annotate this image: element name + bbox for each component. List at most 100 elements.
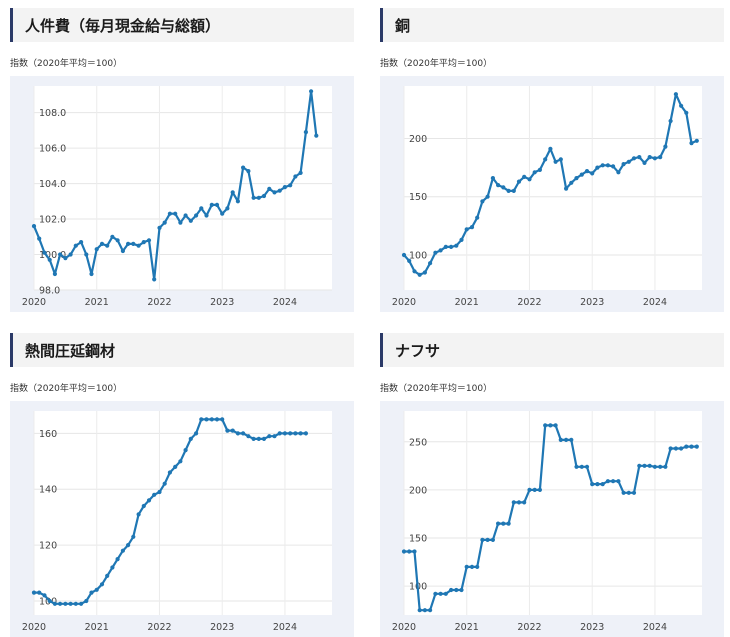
data-point bbox=[584, 464, 590, 469]
data-point bbox=[558, 157, 563, 162]
data-point bbox=[47, 598, 52, 604]
data-point bbox=[579, 172, 584, 177]
data-point bbox=[553, 159, 558, 164]
data-point bbox=[99, 582, 105, 587]
data-point bbox=[637, 463, 642, 468]
data-point bbox=[490, 537, 495, 542]
data-point bbox=[126, 543, 131, 548]
data-point bbox=[548, 146, 553, 151]
data-point bbox=[553, 423, 558, 428]
unit-label: 指数（2020年平均＝100） bbox=[10, 59, 123, 69]
data-point bbox=[443, 591, 448, 596]
x-tick-label: 2021 bbox=[455, 622, 479, 633]
x-tick-label: 2024 bbox=[643, 297, 667, 308]
x-tick-label: 2022 bbox=[147, 297, 171, 308]
y-tick-label: 104.0 bbox=[39, 179, 66, 190]
data-point bbox=[689, 141, 694, 146]
data-point bbox=[631, 490, 637, 495]
data-point bbox=[314, 133, 319, 138]
data-point bbox=[527, 177, 532, 182]
x-tick-label: 2024 bbox=[643, 622, 667, 633]
data-point bbox=[246, 169, 251, 174]
data-point bbox=[293, 174, 298, 179]
data-point bbox=[616, 170, 621, 175]
x-tick-label: 2023 bbox=[580, 622, 604, 633]
data-point bbox=[621, 162, 626, 167]
data-point bbox=[167, 470, 172, 475]
data-point bbox=[621, 490, 626, 495]
plot-area bbox=[404, 86, 702, 290]
data-point bbox=[261, 436, 267, 441]
x-tick-label: 2021 bbox=[455, 297, 479, 308]
data-point bbox=[194, 213, 199, 218]
data-point bbox=[673, 92, 678, 97]
data-point bbox=[433, 591, 438, 596]
data-point bbox=[214, 202, 220, 207]
y-tick-label: 140 bbox=[39, 485, 57, 496]
data-point bbox=[485, 194, 490, 199]
data-point bbox=[162, 481, 167, 486]
data-point bbox=[115, 238, 120, 243]
data-point bbox=[433, 250, 438, 255]
data-point bbox=[548, 423, 553, 428]
data-point bbox=[303, 130, 308, 135]
data-point bbox=[261, 193, 267, 199]
data-point bbox=[684, 110, 689, 115]
data-point bbox=[251, 436, 256, 441]
data-point bbox=[480, 199, 485, 204]
data-point bbox=[584, 169, 590, 174]
data-point bbox=[658, 155, 663, 160]
data-point bbox=[412, 549, 417, 554]
data-point bbox=[407, 549, 412, 554]
x-tick-label: 2021 bbox=[85, 622, 109, 633]
data-point bbox=[663, 144, 668, 149]
data-point bbox=[309, 89, 314, 94]
data-point bbox=[522, 174, 527, 179]
data-point bbox=[658, 464, 663, 469]
data-point bbox=[267, 186, 272, 191]
data-point bbox=[99, 241, 105, 246]
data-point bbox=[642, 160, 647, 165]
data-point bbox=[141, 240, 146, 245]
data-point bbox=[52, 601, 58, 606]
data-point bbox=[595, 482, 600, 487]
data-point bbox=[673, 446, 678, 451]
data-point bbox=[469, 564, 475, 569]
data-point bbox=[152, 277, 157, 282]
data-point bbox=[626, 490, 631, 495]
data-point bbox=[511, 500, 516, 505]
data-point bbox=[511, 188, 516, 193]
data-point bbox=[167, 211, 172, 216]
data-point bbox=[689, 444, 694, 449]
data-point bbox=[79, 601, 84, 606]
data-point bbox=[141, 503, 146, 509]
data-point bbox=[412, 269, 417, 274]
data-point bbox=[605, 479, 610, 484]
y-tick-label: 98.0 bbox=[39, 286, 60, 297]
data-point bbox=[574, 176, 579, 181]
data-point bbox=[647, 463, 652, 468]
data-point bbox=[428, 608, 433, 613]
data-point bbox=[277, 188, 282, 193]
data-point bbox=[136, 512, 141, 517]
data-point bbox=[272, 190, 277, 195]
unit-label: 指数（2020年平均＝100） bbox=[380, 59, 493, 69]
data-point bbox=[631, 156, 637, 161]
x-tick-label: 2021 bbox=[85, 297, 109, 308]
data-point bbox=[679, 103, 684, 108]
data-point bbox=[637, 155, 642, 160]
data-point bbox=[230, 190, 235, 195]
data-point bbox=[199, 417, 204, 422]
data-point bbox=[288, 183, 293, 188]
y-tick-label: 102.0 bbox=[39, 215, 66, 226]
data-point bbox=[459, 587, 464, 593]
data-point bbox=[579, 464, 584, 469]
data-point bbox=[569, 180, 574, 185]
x-tick-label: 2024 bbox=[273, 297, 297, 308]
data-point bbox=[475, 564, 480, 569]
panel-title: 熱間圧延鋼材 bbox=[25, 342, 116, 360]
data-point bbox=[84, 252, 89, 257]
data-point bbox=[501, 185, 506, 190]
data-point bbox=[501, 521, 506, 526]
data-point bbox=[537, 167, 542, 172]
